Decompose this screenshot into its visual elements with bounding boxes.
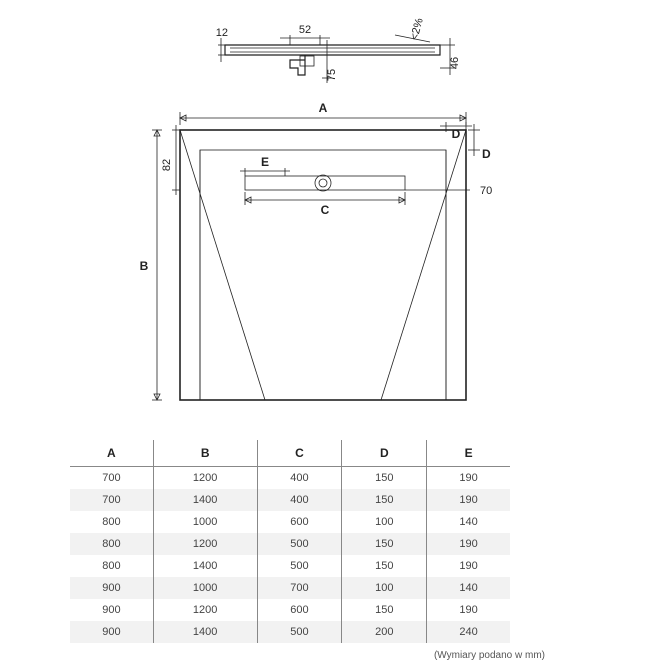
table-cell: 150: [342, 555, 427, 577]
table-cell: 1400: [153, 621, 257, 643]
table-cell: 140: [427, 511, 510, 533]
plan-view: E A D D 82 70 C: [140, 101, 493, 400]
table-cell: 500: [257, 533, 342, 555]
table-cell: 190: [427, 599, 510, 621]
table-cell: 900: [70, 599, 153, 621]
table-cell: 100: [342, 511, 427, 533]
dim-75: 75: [326, 69, 338, 81]
table-cell: 800: [70, 533, 153, 555]
table-cell: 1400: [153, 489, 257, 511]
dim-70: 70: [480, 185, 492, 197]
table-header-row: A B C D E: [70, 440, 510, 467]
table-row: 8001200500150190: [70, 533, 510, 555]
table-row: 7001400400150190: [70, 489, 510, 511]
table-cell: 190: [427, 533, 510, 555]
table-cell: 600: [257, 511, 342, 533]
table-row: 9001200600150190: [70, 599, 510, 621]
table-cell: 700: [70, 489, 153, 511]
table-cell: 1200: [153, 599, 257, 621]
table-cell: 400: [257, 467, 342, 490]
table-cell: 700: [257, 577, 342, 599]
col-D: D: [342, 440, 427, 467]
table-cell: 500: [257, 621, 342, 643]
units-footnote: (Wymiary podano w mm): [434, 650, 545, 661]
table-cell: 190: [427, 555, 510, 577]
table-cell: 900: [70, 621, 153, 643]
table-row: 7001200400150190: [70, 467, 510, 490]
dim-82: 82: [161, 159, 173, 171]
col-A: A: [70, 440, 153, 467]
profile-section: 12 52 75 <2% 46: [216, 17, 461, 83]
table-cell: 200: [342, 621, 427, 643]
table-cell: 190: [427, 489, 510, 511]
label-C: C: [321, 203, 330, 217]
dim-12: 12: [216, 27, 228, 39]
table-cell: 1000: [153, 577, 257, 599]
technical-drawing: 12 52 75 <2% 46: [0, 0, 665, 420]
table-cell: 700: [70, 467, 153, 490]
table-cell: 150: [342, 599, 427, 621]
table-cell: 500: [257, 555, 342, 577]
label-E: E: [261, 155, 269, 169]
col-B: B: [153, 440, 257, 467]
table-cell: 1200: [153, 467, 257, 490]
table-cell: 150: [342, 533, 427, 555]
table-cell: 240: [427, 621, 510, 643]
table-cell: 150: [342, 467, 427, 490]
table-cell: 190: [427, 467, 510, 490]
table-row: 9001000700100140: [70, 577, 510, 599]
table-cell: 800: [70, 511, 153, 533]
label-B: B: [140, 259, 149, 273]
table-cell: 600: [257, 599, 342, 621]
table-cell: 150: [342, 489, 427, 511]
dim-46: 46: [449, 57, 461, 69]
label-D-top: D: [452, 127, 461, 141]
table-cell: 1400: [153, 555, 257, 577]
table-cell: 140: [427, 577, 510, 599]
table-row: 8001000600100140: [70, 511, 510, 533]
col-E: E: [427, 440, 510, 467]
table-cell: 1000: [153, 511, 257, 533]
table-cell: 1200: [153, 533, 257, 555]
label-D-side: D: [482, 147, 491, 161]
table-cell: 100: [342, 577, 427, 599]
slope-label: <2%: [408, 17, 425, 42]
table-row: 8001400500150190: [70, 555, 510, 577]
dim-52: 52: [299, 24, 311, 36]
table-cell: 800: [70, 555, 153, 577]
label-A: A: [319, 101, 328, 115]
table-row: 9001400500200240: [70, 621, 510, 643]
col-C: C: [257, 440, 342, 467]
table-cell: 900: [70, 577, 153, 599]
dimensions-table: A B C D E 700120040015019070014004001501…: [70, 440, 510, 643]
table-cell: 400: [257, 489, 342, 511]
